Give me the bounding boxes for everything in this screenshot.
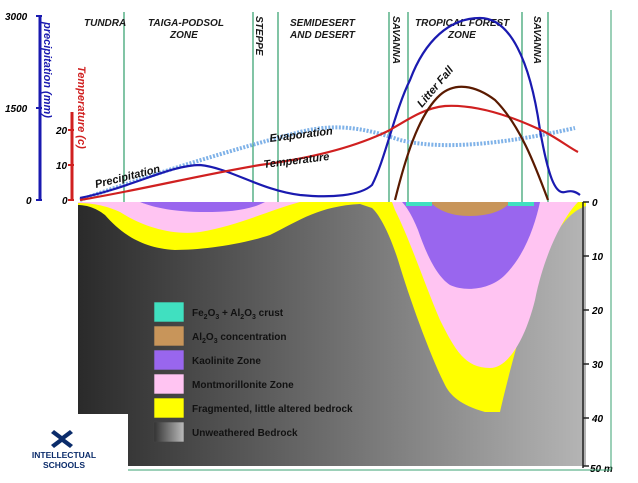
zone-label-taiga-podsol: TAIGA-PODSOL ZONE: [148, 18, 224, 41]
legend-swatch-al-concentration: [153, 325, 185, 347]
legend-label-al-concentration: Al2O3 concentration: [192, 332, 287, 345]
legend: Fe2O3 + Al2O3 crust Al2O3 concentration Ka…: [153, 301, 353, 443]
zone-label-semidesert: SEMIDESERT AND DESERT: [289, 18, 356, 41]
temp-tick-20: 20: [55, 126, 68, 137]
legend-swatch-fragmented: [153, 397, 185, 419]
kaolinite-zone: [402, 202, 540, 289]
legend-swatch-unweathered: [153, 421, 185, 443]
logo-line-2: SCHOOLS: [43, 460, 85, 470]
temp-axis-title: Temperature (c): [75, 66, 87, 149]
legend-swatch-kaolinite: [153, 349, 185, 371]
legend-label-fragmented: Fragmented, little altered bedrock: [192, 404, 353, 415]
soil-cross-section: [78, 202, 586, 466]
legend-swatch-fe-al-crust: [153, 301, 185, 323]
temperature-axis: 20 10 0 Temperature (c): [55, 66, 87, 207]
kaolinite-zone-small: [140, 202, 265, 212]
zone-label-tundra: TUNDRA: [84, 18, 126, 29]
depth-tick-0: 0: [592, 198, 598, 209]
legend-label-kaolinite: Kaolinite Zone: [192, 356, 261, 367]
precipitation-curve: [79, 16, 581, 200]
zone-label-tropical-forest: TROPICAL FOREST ZONE: [415, 18, 510, 41]
precip-tick-0: 0: [26, 196, 32, 207]
depth-tick-40: 40: [591, 414, 604, 425]
intellectual-schools-logo: INTELLECTUAL SCHOOLS: [0, 414, 128, 478]
depth-axis: 0 10 20 30 40 50 m: [582, 198, 613, 475]
legend-label-unweathered: Unweathered Bedrock: [192, 428, 298, 439]
precipitation-axis: 3000 1500 0 precipitation (mm): [5, 12, 53, 207]
precip-tick-3000: 3000: [5, 12, 28, 23]
depth-tick-20: 20: [591, 306, 604, 317]
litter-fall-curve: [393, 85, 550, 201]
zone-label-steppe: STEPPE: [253, 16, 264, 56]
legend-label-fe-al-crust: Fe2O3 + Al2O3 crust: [192, 308, 284, 321]
precip-tick-1500: 1500: [5, 104, 28, 115]
temp-tick-0: 0: [62, 196, 68, 207]
zone-label-savanna-2: SAVANNA: [531, 16, 542, 64]
fe-al-crust-left: [406, 202, 432, 206]
depth-tick-30: 30: [592, 360, 604, 371]
precip-axis-title: precipitation (mm): [41, 21, 53, 118]
fe-al-crust-right: [508, 202, 534, 206]
logo-emblem-icon: [51, 430, 73, 448]
temp-tick-10: 10: [56, 161, 68, 172]
zone-label-savanna-1: SAVANNA: [390, 16, 401, 64]
legend-label-montmorillonite: Montmorillonite Zone: [192, 380, 294, 391]
temperature-curve: [79, 104, 579, 202]
logo-line-1: INTELLECTUAL: [32, 450, 96, 460]
legend-swatch-montmorillonite: [153, 373, 185, 395]
depth-tick-10: 10: [592, 252, 604, 263]
alumina-concentration: [430, 202, 510, 216]
